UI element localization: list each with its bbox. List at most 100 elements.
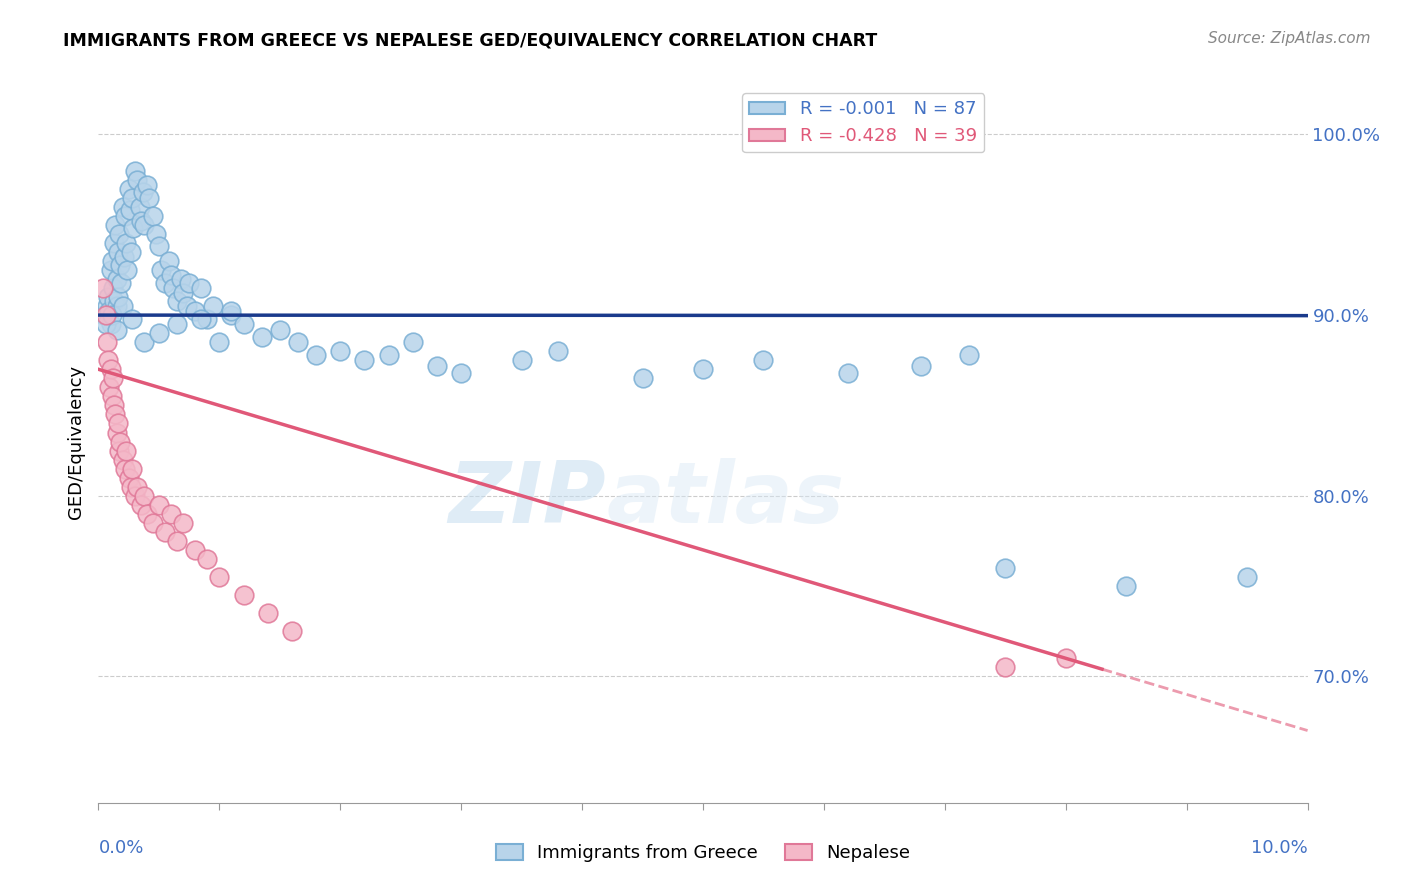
Text: atlas: atlas [606,458,845,541]
Point [176,299,198,313]
Point [157,254,180,268]
Point [121,191,143,205]
Point [402,335,425,350]
Legend: Immigrants from Greece, Nepalese: Immigrants from Greece, Nepalese [488,837,918,870]
Point [752,353,775,368]
Point [117,263,139,277]
Point [100,263,122,277]
Point [208,570,231,584]
Point [100,362,122,376]
Point [103,293,125,308]
Point [160,507,183,521]
Text: ZIP: ZIP [449,458,606,541]
Point [96,299,118,313]
Point [100,317,122,331]
Point [107,244,129,259]
Point [120,244,142,259]
Point [353,353,375,368]
Point [93,308,115,322]
Point [108,443,131,458]
Point [166,533,188,548]
Point [510,353,533,368]
Point [107,290,129,304]
Point [138,191,160,205]
Point [124,489,146,503]
Point [184,543,207,558]
Point [450,366,472,380]
Point [104,408,127,422]
Text: Source: ZipAtlas.com: Source: ZipAtlas.com [1208,31,1371,46]
Point [172,286,194,301]
Text: 0.0%: 0.0% [98,839,143,857]
Point [98,380,121,394]
Point [101,371,124,385]
Point [110,276,132,290]
Point [115,443,138,458]
Point [94,317,117,331]
Point [160,268,183,283]
Point [101,281,124,295]
Point [142,516,165,530]
Point [115,235,138,250]
Point [184,304,207,318]
Point [114,461,136,475]
Point [114,209,136,223]
Point [111,452,134,467]
Point [127,480,149,494]
Point [100,254,122,268]
Point [1054,651,1077,665]
Point [105,425,128,440]
Point [111,299,134,313]
Point [162,281,184,295]
Point [426,359,449,373]
Point [957,348,980,362]
Point [118,203,141,218]
Point [153,276,176,290]
Point [96,335,118,350]
Point [135,507,157,521]
Point [135,178,157,192]
Point [103,235,125,250]
Point [221,308,243,322]
Point [111,200,134,214]
Point [287,335,309,350]
Text: 10.0%: 10.0% [1251,839,1308,857]
Point [103,398,125,412]
Point [148,326,170,341]
Point [1236,570,1258,584]
Point [100,308,122,322]
Point [122,221,145,235]
Point [377,348,399,362]
Point [256,606,278,620]
Point [305,348,328,362]
Point [121,461,143,475]
Point [108,258,131,272]
Point [128,200,150,214]
Point [145,227,167,241]
Point [148,498,170,512]
Point [547,344,569,359]
Point [1115,579,1137,593]
Point [281,624,304,639]
Point [232,317,254,331]
Point [107,417,129,431]
Point [100,389,122,403]
Point [118,181,141,195]
Point [120,480,142,494]
Point [190,311,212,326]
Point [132,186,155,200]
Y-axis label: GED/Equivalency: GED/Equivalency [66,365,84,518]
Point [166,317,188,331]
Text: IMMIGRANTS FROM GREECE VS NEPALESE GED/EQUIVALENCY CORRELATION CHART: IMMIGRANTS FROM GREECE VS NEPALESE GED/E… [63,31,877,49]
Point [190,281,212,295]
Point [134,218,156,232]
Legend: R = -0.001   N = 87, R = -0.428   N = 39: R = -0.001 N = 87, R = -0.428 N = 39 [742,93,984,153]
Point [221,304,243,318]
Point [94,308,117,322]
Point [105,272,128,286]
Point [134,489,156,503]
Point [994,561,1017,575]
Point [104,218,127,232]
Point [134,335,156,350]
Point [195,552,218,566]
